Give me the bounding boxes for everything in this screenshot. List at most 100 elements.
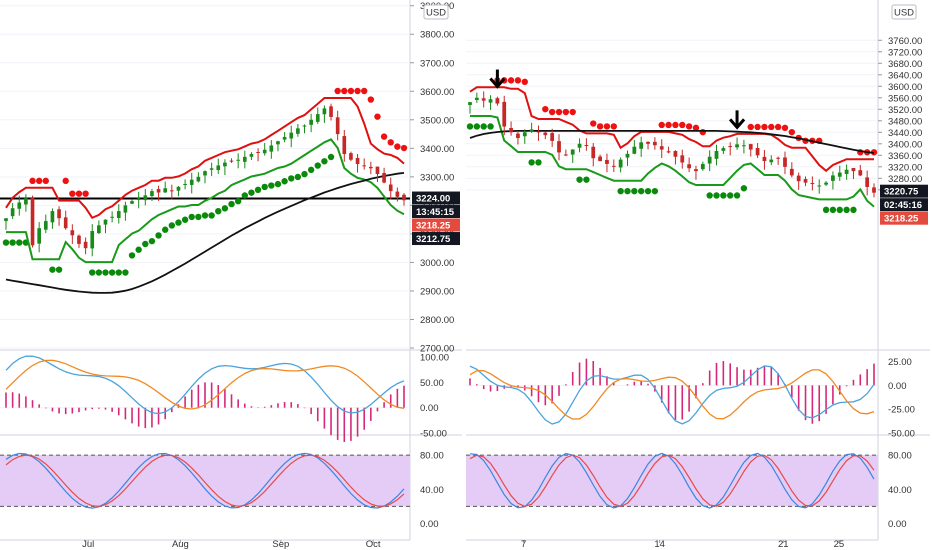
candle-body[interactable]: [116, 211, 121, 219]
candle-body[interactable]: [395, 191, 400, 197]
candle-body[interactable]: [382, 173, 386, 183]
candle-body[interactable]: [77, 235, 81, 244]
candle-body[interactable]: [810, 182, 815, 185]
candle-body[interactable]: [481, 98, 486, 101]
candle-body[interactable]: [755, 147, 760, 156]
candle-body[interactable]: [762, 156, 767, 162]
candle-body[interactable]: [130, 201, 134, 204]
candle-body[interactable]: [136, 198, 141, 200]
candle-body[interactable]: [591, 146, 596, 159]
candle-body[interactable]: [502, 101, 507, 127]
candle-body[interactable]: [289, 132, 294, 139]
candle-body[interactable]: [509, 128, 513, 133]
candle-body[interactable]: [342, 136, 347, 155]
candle-body[interactable]: [103, 219, 108, 225]
candle-body[interactable]: [196, 176, 201, 182]
candle-body[interactable]: [543, 132, 548, 136]
candle-body[interactable]: [37, 228, 41, 244]
candle-body[interactable]: [402, 194, 406, 201]
candle-body[interactable]: [4, 218, 8, 222]
macd-line[interactable]: [469, 365, 875, 425]
candle-body[interactable]: [90, 231, 95, 249]
candle-body[interactable]: [216, 165, 221, 171]
candle-body[interactable]: [516, 133, 520, 139]
candle-body[interactable]: [329, 106, 333, 117]
candle-body[interactable]: [529, 129, 534, 132]
right-price-area[interactable]: [466, 69, 878, 214]
stochastic-d-line[interactable]: [5, 454, 405, 507]
currency-label-box[interactable]: [423, 4, 449, 20]
candle-body[interactable]: [296, 128, 300, 134]
candle-body[interactable]: [707, 156, 712, 164]
candle-body[interactable]: [223, 162, 227, 167]
candle-body[interactable]: [123, 205, 128, 213]
candle-body[interactable]: [557, 141, 561, 153]
candle-body[interactable]: [577, 143, 582, 148]
candle-body[interactable]: [714, 150, 719, 159]
candle-body[interactable]: [163, 188, 168, 193]
candle-body[interactable]: [30, 197, 35, 246]
candle-body[interactable]: [362, 165, 367, 167]
candle-body[interactable]: [776, 157, 781, 159]
candle-body[interactable]: [605, 159, 609, 164]
candle-body[interactable]: [17, 202, 22, 209]
candle-body[interactable]: [369, 166, 373, 169]
candle-body[interactable]: [474, 97, 479, 101]
candle-body[interactable]: [355, 157, 360, 165]
candle-body[interactable]: [282, 136, 287, 140]
candle-body[interactable]: [63, 217, 68, 229]
candle-body[interactable]: [659, 146, 664, 150]
candle-body[interactable]: [302, 125, 307, 127]
candle-body[interactable]: [824, 182, 828, 185]
candle-body[interactable]: [170, 190, 174, 192]
candle-body[interactable]: [150, 191, 154, 197]
trailing-stop-green-line[interactable]: [470, 115, 875, 208]
candle-body[interactable]: [315, 114, 320, 122]
candle-body[interactable]: [789, 168, 794, 176]
candle-body[interactable]: [97, 225, 101, 234]
candle-body[interactable]: [598, 156, 602, 162]
candle-body[interactable]: [680, 155, 685, 163]
candle-body[interactable]: [143, 195, 148, 201]
left-price-area[interactable]: [0, 87, 410, 294]
left-macd-panel[interactable]: [0, 355, 410, 442]
candle-body[interactable]: [646, 141, 650, 144]
candle-body[interactable]: [249, 154, 254, 157]
candle-body[interactable]: [632, 146, 637, 154]
right-stochastic-panel[interactable]: [466, 452, 878, 509]
candle-body[interactable]: [388, 184, 393, 192]
right-chart-panel[interactable]: 3760.003720.003680.003640.003600.003560.…: [466, 0, 930, 550]
candle-body[interactable]: [335, 117, 340, 135]
candle-body[interactable]: [618, 159, 623, 168]
macd-signal-line[interactable]: [5, 359, 405, 410]
candle-body[interactable]: [468, 102, 472, 105]
candle-body[interactable]: [236, 159, 240, 161]
candle-body[interactable]: [43, 221, 48, 230]
stochastic-k-line[interactable]: [5, 452, 405, 509]
candle-body[interactable]: [83, 241, 88, 249]
candle-body[interactable]: [488, 99, 493, 103]
candle-body[interactable]: [584, 145, 589, 147]
candle-body[interactable]: [242, 156, 247, 162]
candle-body[interactable]: [851, 167, 856, 172]
currency-label-box[interactable]: [891, 4, 917, 20]
candle-body[interactable]: [563, 154, 568, 156]
stochastic-d-line[interactable]: [469, 454, 875, 507]
candle-body[interactable]: [70, 230, 75, 236]
candle-body[interactable]: [639, 142, 644, 149]
candle-body[interactable]: [831, 175, 835, 181]
candle-body[interactable]: [748, 144, 753, 150]
candle-body[interactable]: [522, 132, 527, 137]
moving-average-line[interactable]: [5, 172, 405, 294]
candle-body[interactable]: [783, 157, 787, 167]
candle-body[interactable]: [721, 148, 726, 151]
candle-body[interactable]: [611, 165, 616, 167]
candle-body[interactable]: [276, 141, 280, 145]
candle-body[interactable]: [735, 144, 739, 148]
candle-body[interactable]: [10, 208, 15, 217]
candle-body[interactable]: [262, 149, 267, 154]
right-price-axis[interactable]: 3760.003720.003680.003640.003600.003560.…: [878, 4, 928, 530]
price-badge[interactable]: [880, 184, 928, 198]
candle-body[interactable]: [256, 151, 260, 153]
price-badge[interactable]: [412, 191, 460, 205]
